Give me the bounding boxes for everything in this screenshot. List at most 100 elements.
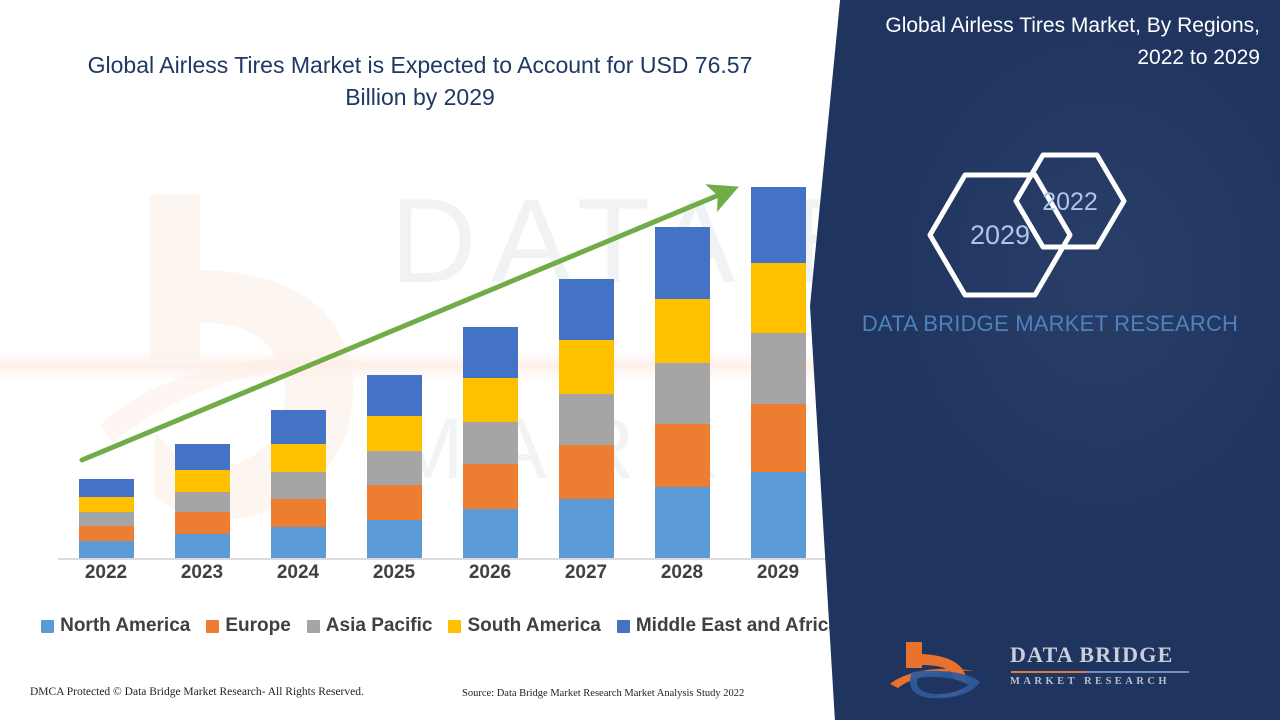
stacked-bar (174, 444, 230, 558)
company-logo: DATA BRIDGE MARKET RESEARCH (888, 638, 1248, 702)
legend-label: South America (467, 615, 601, 636)
bar-segment (78, 479, 134, 497)
bar-segment (174, 492, 230, 512)
bar-segment (558, 394, 614, 445)
chart-area: Global Airless Tires Market is Expected … (0, 52, 860, 699)
bar-slot-2027 (538, 158, 634, 558)
bar-segment (750, 472, 806, 558)
bar-segment (270, 499, 326, 527)
bar-segment (174, 444, 230, 470)
bar-segment (174, 512, 230, 534)
bar-segment (750, 333, 806, 404)
stacked-bar (558, 279, 614, 558)
bar-segment (462, 378, 518, 422)
legend-label: Middle East and Africa (635, 615, 839, 636)
bar-segment (366, 520, 422, 558)
bar-slot-2026 (442, 158, 538, 558)
stacked-bar (270, 410, 326, 558)
x-axis-labels: 2022 2023 2024 2025 2026 2027 2028 2029 (58, 562, 826, 584)
x-axis-label: 2025 (372, 562, 416, 583)
bar-segment (750, 187, 806, 263)
legend-swatch-icon (206, 619, 220, 633)
legend-item[interactable]: South America (448, 615, 601, 637)
legend-item[interactable]: Middle East and Africa (616, 615, 839, 637)
bar-segment (750, 404, 806, 472)
copyright-text: DMCA Protected © Data Bridge Market Rese… (30, 686, 364, 698)
bar-segment (270, 527, 326, 558)
bar-segment (366, 416, 422, 451)
bar-segment (270, 444, 326, 472)
x-axis-label: 2027 (564, 562, 608, 583)
x-axis-label: 2024 (276, 562, 320, 583)
panel-sheen (810, 0, 1280, 720)
hexagon-2029-shape (927, 172, 1073, 298)
hexagon-2022-label: 2022 (1042, 188, 1098, 216)
bar-segment (558, 279, 614, 340)
bar-segment (366, 485, 422, 520)
hexagon-2029-label: 2029 (970, 220, 1030, 250)
chart-legend: North America Europe Asia Pacific South Ame… (41, 615, 839, 637)
legend-label: North America (60, 615, 191, 636)
logo-main-text: DATA BRIDGE (1010, 642, 1174, 667)
logo-b-icon (890, 642, 980, 699)
bar-segment (750, 263, 806, 333)
stacked-bar (366, 375, 422, 558)
bar-segment (78, 541, 134, 558)
stacked-bar (462, 327, 518, 558)
panel-brand-text: DATA BRIDGE MARKET RESEARCH (861, 311, 1239, 336)
x-axis-label: 2023 (180, 562, 224, 583)
bar-segment (78, 526, 134, 541)
hexagon-badges: 2029 2022 (810, 148, 1280, 298)
logo-sub-text: MARKET RESEARCH (1010, 676, 1171, 687)
legend-label: Europe (225, 615, 291, 636)
bar-slot-2029 (730, 158, 826, 558)
legend-item[interactable]: Asia Pacific (306, 615, 433, 637)
x-axis-line (58, 558, 826, 560)
bar-segment (558, 499, 614, 558)
legend-item[interactable]: Europe (206, 615, 291, 637)
bar-slot-2023 (154, 158, 250, 558)
bar-segment (654, 227, 710, 299)
logo-wordmark: DATA BRIDGE MARKET RESEARCH (1010, 642, 1189, 687)
legend-swatch-icon (41, 619, 55, 633)
bar-slot-2024 (250, 158, 346, 558)
legend-swatch-icon (448, 619, 462, 633)
bar-segment (270, 472, 326, 499)
bar-segment (174, 534, 230, 558)
stacked-bar (750, 187, 806, 558)
x-axis-label: 2022 (84, 562, 128, 583)
hexagon-2022-shape (1013, 152, 1127, 250)
page-title: Global Airless Tires Market is Expected … (87, 52, 753, 110)
bar-segment (558, 340, 614, 394)
bar-segment (462, 327, 518, 378)
bar-segment (174, 470, 230, 492)
bar-segment (366, 451, 422, 485)
legend-label: Asia Pacific (325, 615, 433, 636)
bar-group (58, 158, 826, 558)
bar-segment (654, 363, 710, 424)
bar-segment (270, 410, 326, 444)
plot-region (0, 150, 860, 560)
bar-slot-2022 (58, 158, 154, 558)
legend-item[interactable]: North America (41, 615, 190, 637)
stacked-bar (78, 479, 134, 558)
stacked-bar (654, 227, 710, 558)
bar-slot-2028 (634, 158, 730, 558)
hexagon-pair-icon: 2029 2022 (927, 152, 1127, 298)
legend-swatch-icon (306, 619, 320, 633)
legend-swatch-icon (616, 619, 630, 633)
x-axis-label: 2026 (468, 562, 512, 583)
bar-segment (462, 422, 518, 464)
logo-divider (1011, 671, 1189, 673)
bar-segment (654, 424, 710, 487)
bar-segment (366, 375, 422, 416)
bar-segment (78, 497, 134, 512)
bar-segment (558, 445, 614, 499)
bar-slot-2025 (346, 158, 442, 558)
x-axis-label: 2029 (756, 562, 800, 583)
bar-segment (462, 509, 518, 558)
x-axis-label: 2028 (660, 562, 704, 583)
bar-segment (654, 487, 710, 558)
bar-segment (654, 299, 710, 363)
